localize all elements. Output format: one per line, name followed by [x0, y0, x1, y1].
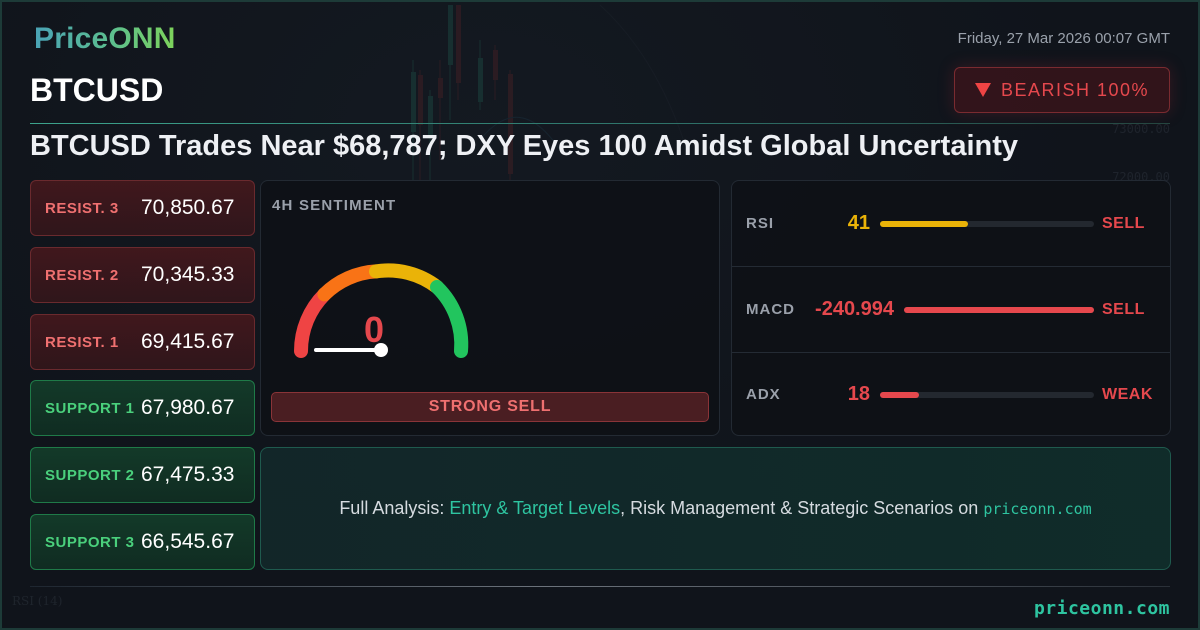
priceonn-logo[interactable]: PriceONN	[34, 22, 176, 55]
sentiment-gauge-icon	[293, 263, 469, 358]
sentiment-verdict: STRONG SELL	[271, 392, 709, 422]
ticker-symbol: BTCUSD	[30, 72, 164, 108]
indicator-signal: SELL	[1102, 214, 1145, 232]
level-label: SUPPORT 2	[45, 466, 135, 484]
sentiment-title: 4H SENTIMENT	[272, 197, 397, 214]
level-value: 70,345.33	[141, 263, 235, 286]
indicator-value: -240.994	[815, 298, 894, 320]
indicator-row-macd: MACD -240.994 SELL	[732, 267, 1170, 352]
page-title: BTCUSD Trades Near $68,787; DXY Eyes 100…	[30, 130, 1019, 162]
cta-middle: , Risk Management & Strategic Scenarios …	[620, 498, 984, 518]
indicator-bar	[904, 306, 1094, 313]
timestamp: Friday, 27 Mar 2026 00:07 GMT	[957, 30, 1170, 47]
badge-label: BEARISH 100%	[1000, 79, 1150, 100]
level-value: 69,415.67	[141, 330, 235, 353]
level-label: RESIST. 2	[45, 266, 119, 284]
level-label: SUPPORT 3	[45, 533, 135, 551]
header-divider	[30, 123, 1170, 124]
level-label: RESIST. 1	[45, 333, 119, 351]
sentiment-score: 0	[364, 309, 385, 350]
sentiment-badge: BEARISH 100%	[954, 67, 1170, 113]
indicator-bar	[880, 220, 1094, 227]
indicator-value: 18	[847, 383, 870, 405]
resistance-level-2: RESIST. 2 70,345.33	[30, 247, 255, 303]
indicator-name: RSI	[746, 215, 775, 232]
resistance-level-1: RESIST. 1 69,415.67	[30, 314, 255, 370]
support-level-2: SUPPORT 2 67,475.33	[30, 447, 255, 503]
level-value: 66,545.67	[141, 530, 235, 553]
indicators-card: RSI 41 SELL MACD -240.994 SELL ADX 18 WE…	[731, 180, 1171, 436]
support-level-3: SUPPORT 3 66,545.67	[30, 514, 255, 570]
footer-divider	[30, 586, 1170, 587]
indicator-signal: SELL	[1102, 300, 1145, 318]
cta-highlight-link[interactable]: Entry & Target Levels	[449, 498, 621, 518]
indicator-value: 41	[847, 212, 870, 234]
indicator-signal: WEAK	[1102, 385, 1153, 403]
full-analysis-cta[interactable]: Full Analysis: Entry & Target Levels , R…	[260, 447, 1171, 570]
indicator-bar	[880, 391, 1094, 398]
indicator-name: ADX	[746, 386, 781, 403]
cta-site-link[interactable]: priceonn.com	[983, 499, 1092, 518]
sentiment-card: 4H SENTIMENT 0 STRONG SELL	[260, 180, 720, 436]
resistance-level-3: RESIST. 3 70,850.67	[30, 180, 255, 236]
level-value: 70,850.67	[141, 196, 235, 219]
indicator-row-rsi: RSI 41 SELL	[732, 181, 1170, 266]
triangle-down-icon	[974, 83, 991, 97]
footer-site-link[interactable]: priceonn.com	[1033, 598, 1170, 619]
level-label: SUPPORT 1	[45, 399, 135, 417]
level-value: 67,475.33	[141, 463, 235, 486]
level-value: 67,980.67	[141, 396, 235, 419]
level-label: RESIST. 3	[45, 199, 119, 217]
indicator-name: MACD	[746, 301, 795, 318]
cta-prefix: Full Analysis:	[339, 498, 450, 518]
support-level-1: SUPPORT 1 67,980.67	[30, 380, 255, 436]
indicator-row-adx: ADX 18 WEAK	[732, 352, 1170, 435]
